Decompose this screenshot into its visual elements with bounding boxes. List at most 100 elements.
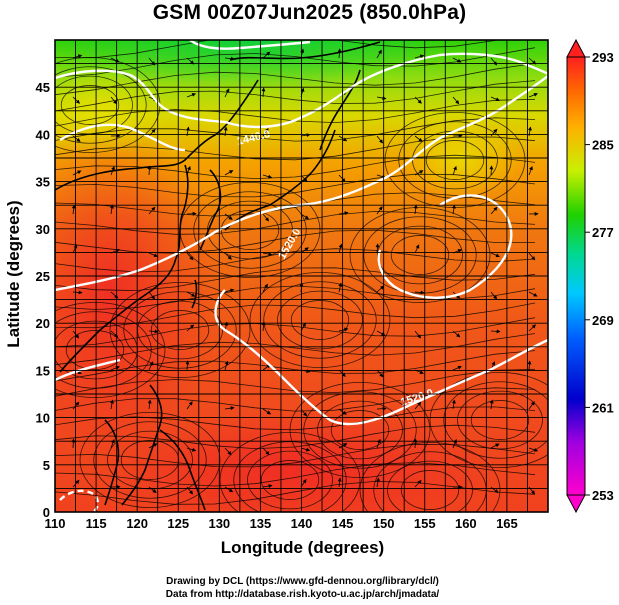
streamline xyxy=(55,317,536,348)
streamline xyxy=(55,136,536,161)
flow-arrow xyxy=(376,406,387,411)
flow-arrow xyxy=(376,96,387,101)
flow-arrow xyxy=(489,399,494,410)
x-tick-label: 125 xyxy=(167,516,189,531)
credit-drawing: Drawing by DCL (https://www.gfd-dennou.o… xyxy=(166,576,439,587)
colorbar-tick-label: 285 xyxy=(592,138,614,153)
flow-arrow xyxy=(109,399,114,410)
colorbar-bottom-triangle xyxy=(566,494,586,514)
streamlines xyxy=(55,40,548,512)
flow-arrow xyxy=(338,282,343,293)
flow-arrow xyxy=(185,360,190,371)
streamline-loop xyxy=(150,310,210,350)
streamline xyxy=(55,424,536,450)
flow-arrow xyxy=(489,165,494,176)
streamline xyxy=(55,80,536,112)
flow-arrow xyxy=(300,213,310,220)
flow-arrow xyxy=(413,438,418,449)
flow-arrow xyxy=(528,93,538,98)
flow-arrow xyxy=(490,206,498,215)
flow-arrow xyxy=(186,252,194,261)
flow-arrow xyxy=(224,486,234,493)
streamline xyxy=(55,248,536,273)
flow-arrow xyxy=(338,327,349,332)
streamline-loop xyxy=(249,271,391,368)
streamline-loop xyxy=(457,390,543,450)
streamline-loop xyxy=(120,440,180,480)
flow-arrow xyxy=(414,479,422,488)
flow-arrow xyxy=(300,447,311,452)
flow-arrow xyxy=(528,401,535,410)
flow-arrow xyxy=(490,443,500,449)
colorbar-tick-label: 293 xyxy=(592,50,614,65)
streamline-loop xyxy=(349,206,491,303)
page-title: GSM 00Z07Jun2025 (850.0hPa) xyxy=(152,1,467,24)
y-tick-label: 15 xyxy=(36,363,50,378)
flow-arrow xyxy=(72,96,80,104)
streamline-loop xyxy=(277,290,363,350)
streamline xyxy=(55,368,536,397)
x-tick-label: 110 xyxy=(45,516,66,531)
x-tick-label: 130 xyxy=(208,516,230,531)
flow-arrow xyxy=(261,87,266,98)
plot-frame xyxy=(54,39,549,513)
flow-arrow xyxy=(414,170,424,176)
streamline xyxy=(55,98,536,127)
streamline-loop xyxy=(390,235,450,275)
y-tick-label: 10 xyxy=(36,411,50,426)
streamline xyxy=(55,210,536,235)
streamline xyxy=(55,285,536,310)
streamline-loop xyxy=(363,216,477,294)
flow-arrow xyxy=(414,401,422,410)
flow-arrow xyxy=(376,369,384,378)
colorbar-tick-label: 261 xyxy=(592,400,614,415)
x-tick-label: 160 xyxy=(455,516,477,531)
streamline-loop xyxy=(387,460,473,512)
flow-arrow xyxy=(528,252,536,261)
flow-arrow xyxy=(338,211,349,216)
flow-arrow xyxy=(148,252,158,258)
streamline xyxy=(55,154,536,180)
streamline-loop xyxy=(290,300,350,340)
flow-arrow xyxy=(452,365,462,371)
flow-arrow xyxy=(414,96,422,104)
streamline-loop xyxy=(260,460,320,500)
flow-arrow xyxy=(376,49,382,59)
flow-arrow xyxy=(186,447,197,452)
y-tick-label: 0 xyxy=(43,505,50,520)
flow-arrow xyxy=(376,477,380,488)
credit-data-source: Data from http://database.rish.kyoto-u.a… xyxy=(165,589,440,600)
flow-arrow xyxy=(262,283,268,293)
flow-arrow xyxy=(527,360,532,371)
flow-arrow xyxy=(337,477,342,488)
flow-arrow xyxy=(490,486,499,494)
x-tick-label: 155 xyxy=(414,516,436,531)
flow-arrow xyxy=(452,57,462,63)
streamline-loop xyxy=(425,140,485,180)
streamline-loop xyxy=(109,281,251,378)
y-tick-label: 30 xyxy=(36,222,50,237)
streamline-loop xyxy=(443,381,548,459)
flow-arrow xyxy=(528,291,538,297)
flow-arrow xyxy=(451,204,456,215)
streamline xyxy=(55,63,536,96)
flow-arrow xyxy=(109,204,114,215)
colorbar-tick-label: 269 xyxy=(592,313,614,328)
colorbar-top-triangle xyxy=(566,38,586,58)
streamline xyxy=(55,333,536,366)
flow-arrow xyxy=(186,291,196,297)
flow-arrow xyxy=(224,447,232,456)
flow-arrow xyxy=(262,484,273,489)
flow-arrow xyxy=(337,48,342,59)
coastlines xyxy=(55,41,381,511)
flow-arrow xyxy=(186,57,195,65)
flow-arrow xyxy=(224,88,230,98)
flow-arrow xyxy=(147,399,152,410)
streamline-loop xyxy=(317,400,403,460)
flow-arrow xyxy=(72,170,82,176)
flow-arrow xyxy=(451,399,456,410)
flow-arrow xyxy=(224,406,235,411)
flow-arrow xyxy=(148,361,154,371)
flow-arrow xyxy=(490,96,500,102)
x-tick-label: 145 xyxy=(332,516,354,531)
